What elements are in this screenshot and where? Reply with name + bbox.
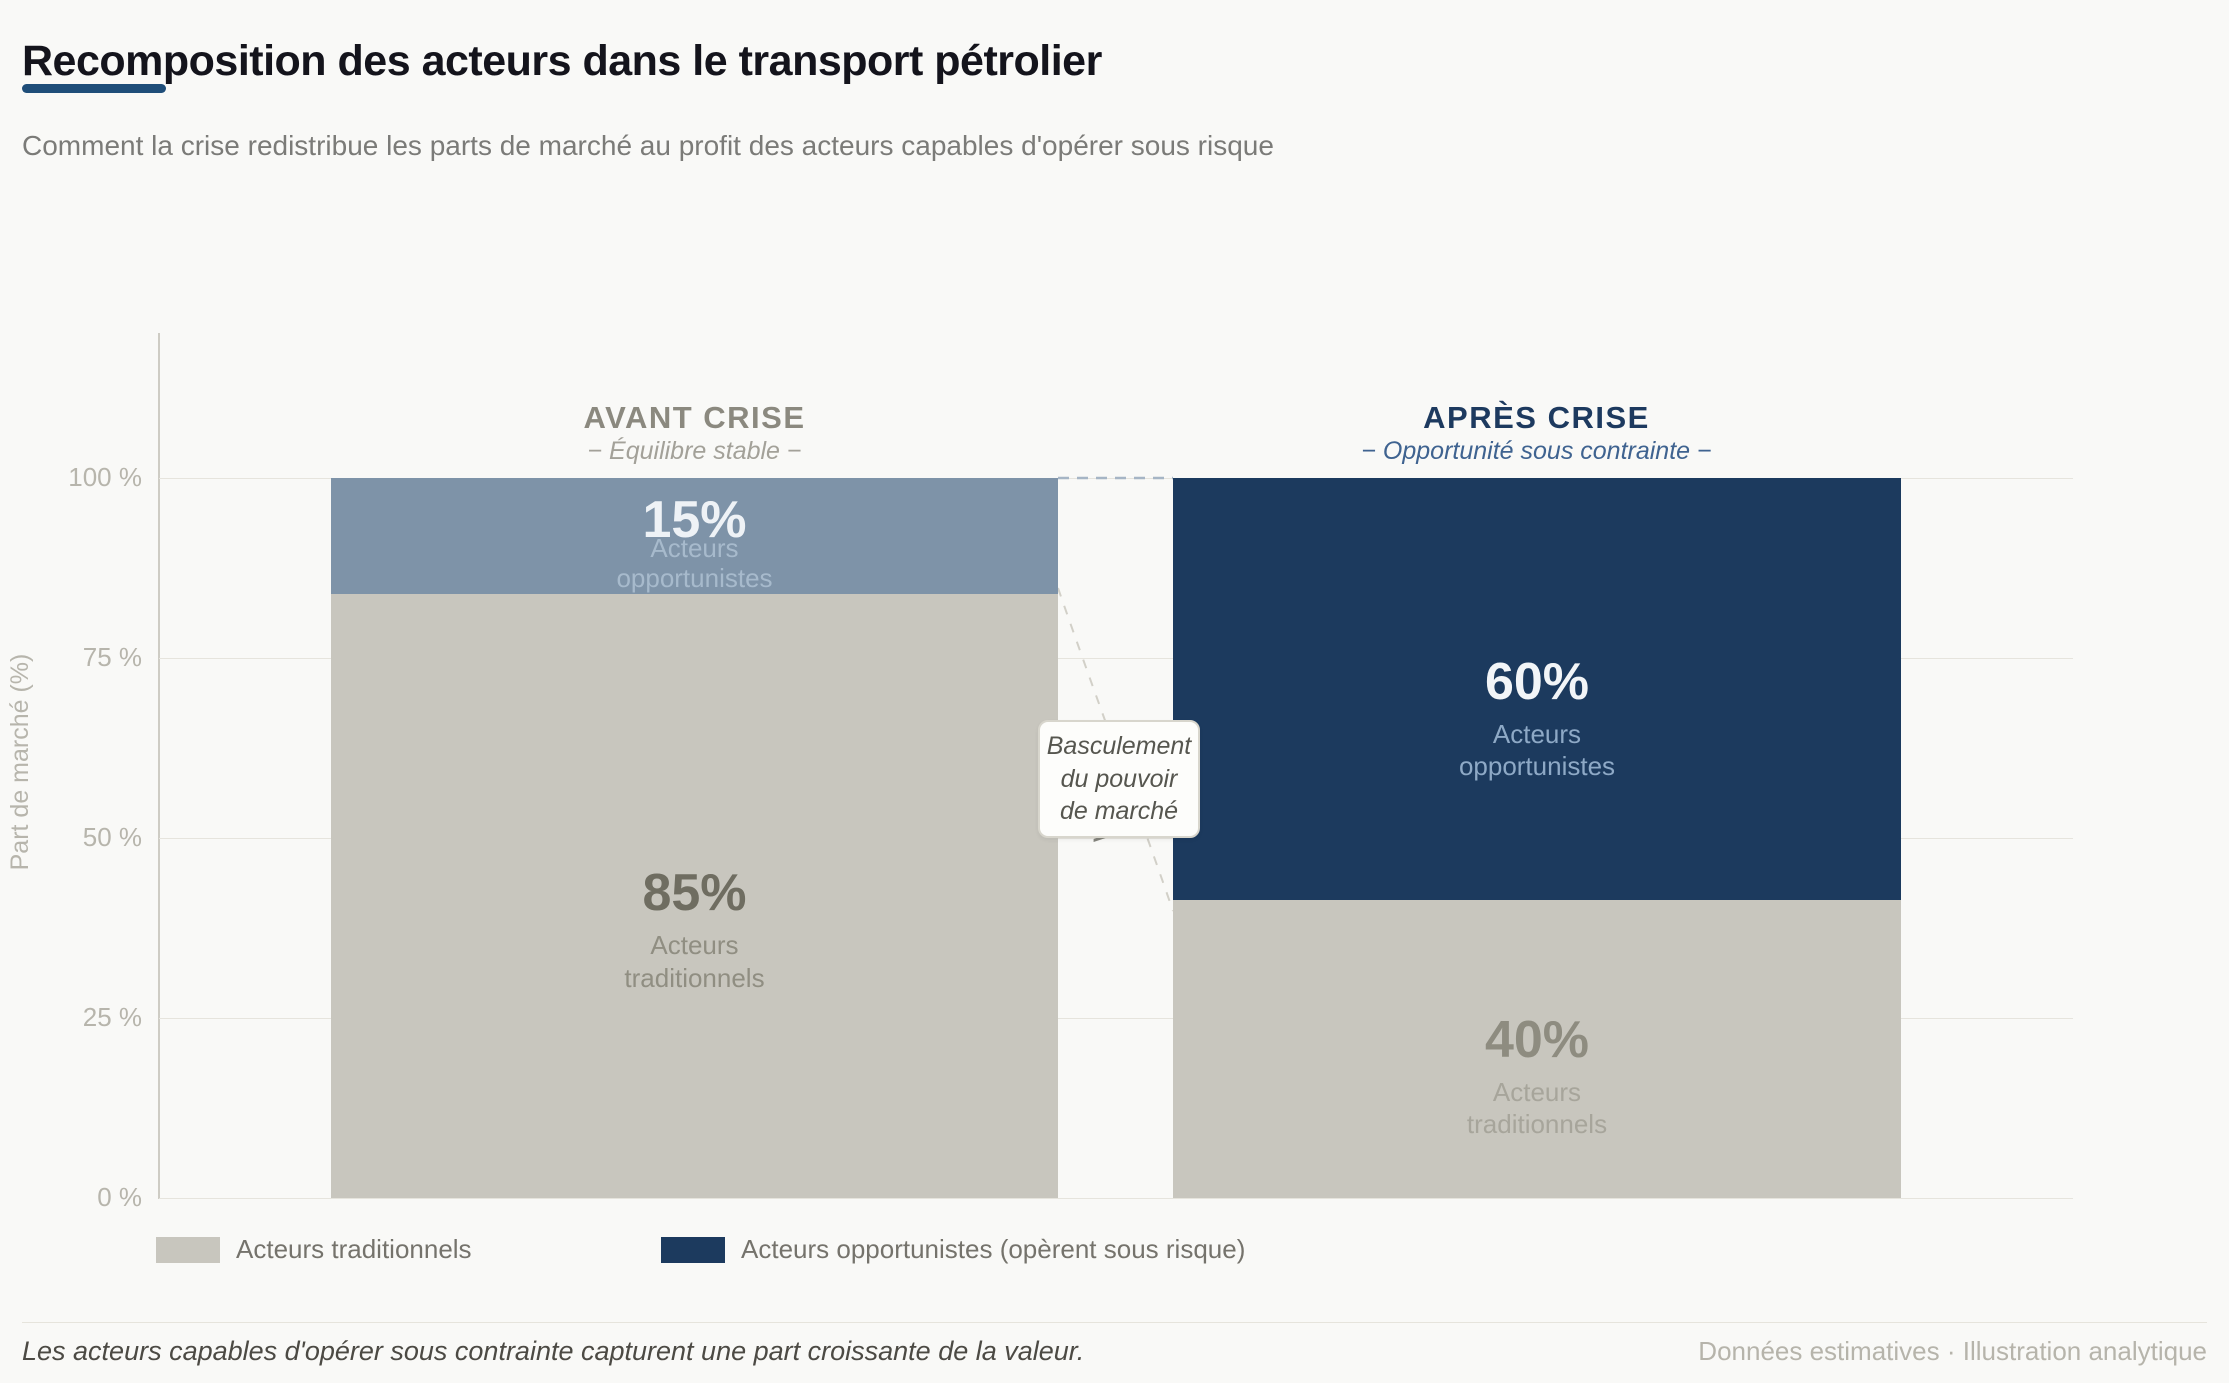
segment-name-line2: opportunistes (616, 562, 773, 593)
y-tick-100: 100 % (68, 462, 142, 492)
segment-value-label: 40% (1484, 1010, 1590, 1069)
legend-label-opportunistes: Acteurs opportunistes (opèrent sous risq… (741, 1234, 1246, 1264)
footer-source: Données estimatives · Illustration analy… (1698, 1336, 2207, 1366)
gridline-0 (159, 1198, 2073, 1199)
segment-name-line1: Acteurs (1492, 1076, 1582, 1107)
segment-name-label: Acteurs opportunistes (616, 533, 773, 594)
segment-value-label: 15% (642, 491, 747, 549)
segment-value-label: 85% (642, 864, 747, 923)
segment-avant-opportunistes: 15% Acteurs opportunistes (331, 478, 1058, 594)
page-subtitle: Comment la crise redistribue les parts d… (22, 130, 1274, 161)
legend-item-opportunistes: Acteurs opportunistes (opèrent sous risq… (661, 1234, 1245, 1265)
plot-area: 15% Acteurs opportunistes 85% Acteurs trad… (0, 478, 2229, 1198)
y-tick-75: 75 % (82, 642, 142, 672)
annotation-callout: Basculement du pouvoir de marché (1038, 720, 1200, 838)
segment-value-label: 60% (1484, 652, 1590, 711)
segment-name-line2: traditionnels (624, 962, 765, 993)
column-header-avant-crise: AVANT CRISE (583, 400, 806, 435)
segment-name-line2: traditionnels (1466, 1109, 1608, 1140)
segment-apres-opportunistes: 60% Acteurs opportunistes (1173, 478, 1901, 901)
bar-apres-crise: 60% Acteurs opportunistes 40% Acteurs trad… (1173, 478, 1901, 1198)
y-tick-0: 0 % (97, 1182, 142, 1212)
y-tick-25: 25 % (82, 1002, 142, 1032)
segment-name-line2: opportunistes (1458, 751, 1616, 782)
legend-item-traditionnels: Acteurs traditionnels (156, 1234, 472, 1265)
y-tick-50: 50 % (82, 822, 142, 852)
column-header-apres-crise: APRÈS CRISE (1423, 400, 1650, 435)
annotation-line2: du pouvoir (1060, 764, 1178, 793)
segment-name-line1: Acteurs (650, 930, 739, 961)
legend-swatch-opportunistes (661, 1236, 725, 1263)
segment-name-label: Acteurs opportunistes (1459, 718, 1615, 783)
title-accent-bar (22, 84, 166, 93)
legend-label-traditionnels: Acteurs traditionnels (236, 1234, 472, 1264)
annotation-line3: de marché (1059, 797, 1179, 825)
annotation-line1: Basculement (1046, 732, 1192, 760)
page-title: Recomposition des acteurs dans le transp… (22, 36, 1102, 85)
legend-swatch-traditionnels (156, 1236, 220, 1263)
segment-name-label: Acteurs traditionnels (1467, 1076, 1607, 1141)
segment-name-line1: Acteurs (650, 533, 739, 563)
bar-avant-crise: 15% Acteurs opportunistes 85% Acteurs trad… (331, 478, 1058, 1198)
segment-avant-traditionnels: 85% Acteurs traditionnels (331, 593, 1058, 1198)
gridline-25 (159, 1018, 2073, 1019)
column-subheader-avant-crise: − Équilibre stable − (587, 437, 802, 465)
segment-name-label: Acteurs traditionnels (624, 929, 764, 994)
y-axis-line (158, 333, 160, 1199)
column-subheader-apres-crise: − Opportunité sous contrainte − (1361, 437, 1712, 465)
footer-note: Les acteurs capables d'opérer sous contr… (22, 1336, 1085, 1366)
footer-divider (22, 1322, 2207, 1323)
segment-name-line1: Acteurs (1492, 718, 1582, 749)
segment-apres-traditionnels: 40% Acteurs traditionnels (1173, 900, 1901, 1198)
